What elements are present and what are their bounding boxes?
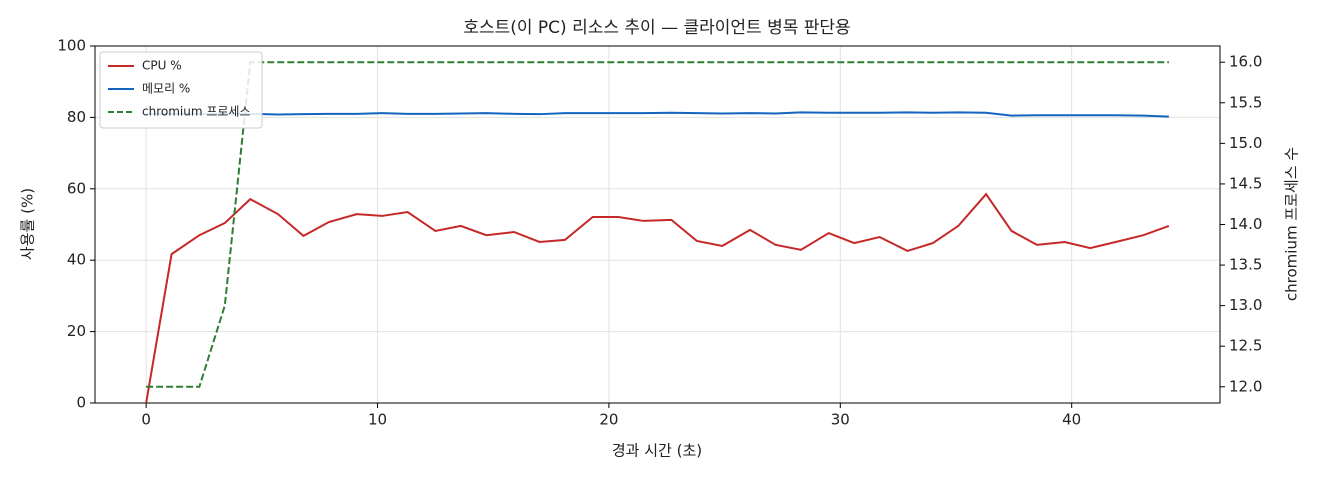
y2-tick-label: 13.5 (1229, 256, 1262, 274)
y-tick-label: 60 (67, 179, 86, 197)
y2-tick-label: 13.0 (1229, 296, 1262, 314)
x-tick-label: 30 (831, 411, 850, 429)
legend-label: chromium 프로세스 (142, 105, 251, 119)
series-line (145, 192, 1170, 404)
y2-axis-label: chromium 프로세스 수 (1283, 147, 1301, 301)
legend-label: CPU % (142, 59, 182, 73)
y-axis-label: 사용률 (%) (19, 188, 37, 260)
x-tick-label: 10 (368, 411, 387, 429)
y2-tick-label: 15.0 (1229, 134, 1262, 152)
x-axis-label: 경과 시간 (초) (612, 442, 702, 460)
legend: CPU % 메모리 % chromium 프로세스 (99, 51, 263, 129)
y2-tick-label: 14.0 (1229, 215, 1262, 233)
y-tick-label: 40 (67, 251, 86, 269)
chart-title: 호스트(이 PC) 리소스 추이 — 클라이언트 병목 판단용 (463, 18, 850, 38)
x-tick-label: 0 (141, 411, 151, 429)
y2-tick-label: 14.5 (1229, 174, 1262, 192)
legend-box (99, 51, 263, 129)
y-tick-label: 20 (67, 322, 86, 340)
y-tick-label: 80 (67, 108, 86, 126)
y2-tick-label: 16.0 (1229, 53, 1262, 71)
x-tick-label: 40 (1062, 411, 1081, 429)
y-tick-label: 0 (76, 394, 86, 412)
series-line (146, 61, 1169, 388)
legend-label: 메모리 % (142, 82, 190, 96)
x-tick-label: 20 (599, 411, 618, 429)
y2-tick-label: 15.5 (1229, 93, 1262, 111)
y2-tick-label: 12.5 (1229, 337, 1262, 355)
y2-tick-label: 12.0 (1229, 377, 1262, 395)
plot-frame (94, 45, 1221, 404)
series-line (146, 111, 1169, 118)
y-tick-label: 100 (57, 37, 86, 55)
